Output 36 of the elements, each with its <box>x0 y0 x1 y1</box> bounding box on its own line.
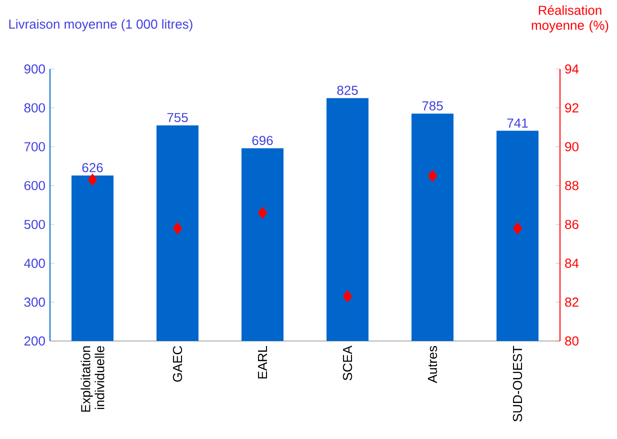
point <box>428 170 438 182</box>
x-tick-label: Exploitation individuelle <box>80 346 104 412</box>
point <box>512 222 522 235</box>
x-tick-label: GAEC <box>172 346 182 382</box>
x-tick-label: SUD-OUEST <box>512 346 522 422</box>
point <box>258 206 268 219</box>
data-label: 785 <box>422 101 443 110</box>
y-axis-title: Livraison moyenne (1 000 litres) <box>9 19 192 32</box>
y-tick-label: 200 <box>24 336 45 346</box>
y2-tick-label: 82 <box>565 298 578 307</box>
y-tick-label: 900 <box>24 64 45 74</box>
point <box>342 290 352 303</box>
y2-tick-label: 86 <box>565 220 578 230</box>
y2-tick-label: 90 <box>565 142 578 152</box>
x-tick-label: SCEA <box>342 346 352 380</box>
y2-tick-label: 84 <box>565 258 579 268</box>
x-tick-label: EARL <box>258 346 267 378</box>
data-label: 626 <box>82 163 103 172</box>
y2-tick-label: 92 <box>565 103 578 112</box>
y2-tick-label: 94 <box>565 64 579 74</box>
y2-axis-title: Réalisation moyenne (%) <box>532 5 608 32</box>
data-label: 825 <box>337 86 358 95</box>
y-tick-label: 600 <box>24 180 45 190</box>
y-tick-label: 500 <box>24 220 45 230</box>
y2-tick-label: 80 <box>565 336 578 346</box>
x-tick-label: Autres <box>428 346 438 384</box>
y2-tick-label: 88 <box>565 180 578 190</box>
y-tick-label: 300 <box>24 298 45 307</box>
y-tick-label: 800 <box>24 103 45 112</box>
y-tick-label: 400 <box>24 258 45 268</box>
data-label: 741 <box>507 118 528 128</box>
data-label: 755 <box>167 113 188 122</box>
point <box>172 222 182 235</box>
y-tick-label: 700 <box>24 142 45 152</box>
data-label: 696 <box>252 136 273 146</box>
point <box>88 174 98 186</box>
